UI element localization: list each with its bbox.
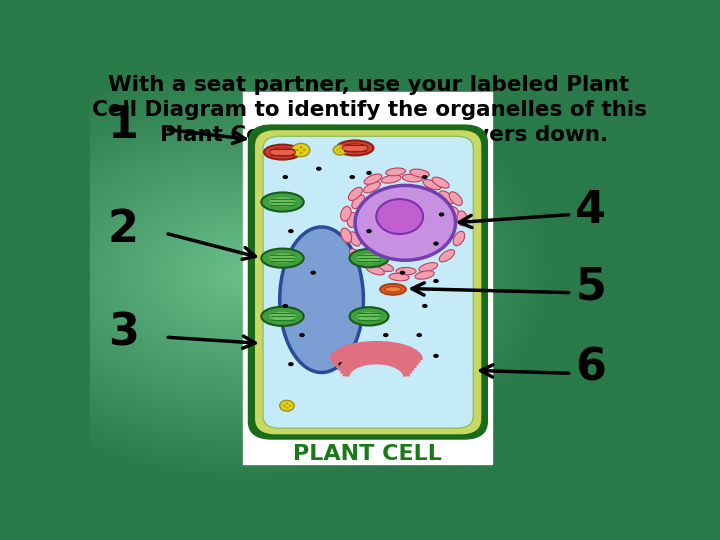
Text: 1: 1 bbox=[108, 104, 139, 146]
Ellipse shape bbox=[261, 307, 304, 326]
Ellipse shape bbox=[348, 187, 362, 200]
Ellipse shape bbox=[352, 195, 364, 208]
Circle shape bbox=[292, 144, 310, 157]
Circle shape bbox=[339, 151, 341, 153]
Ellipse shape bbox=[402, 174, 422, 182]
Circle shape bbox=[355, 185, 456, 260]
FancyBboxPatch shape bbox=[263, 136, 473, 428]
Circle shape bbox=[433, 241, 438, 246]
Circle shape bbox=[416, 333, 422, 337]
Ellipse shape bbox=[349, 249, 389, 267]
Circle shape bbox=[366, 171, 372, 175]
Ellipse shape bbox=[366, 265, 384, 275]
Circle shape bbox=[341, 149, 344, 151]
Ellipse shape bbox=[432, 177, 449, 188]
Circle shape bbox=[300, 333, 305, 337]
Ellipse shape bbox=[449, 207, 459, 221]
Circle shape bbox=[310, 271, 316, 275]
Circle shape bbox=[296, 149, 299, 151]
Circle shape bbox=[377, 199, 423, 234]
Circle shape bbox=[289, 405, 291, 407]
Circle shape bbox=[286, 403, 288, 404]
Ellipse shape bbox=[269, 148, 295, 156]
Ellipse shape bbox=[384, 287, 401, 292]
Ellipse shape bbox=[457, 211, 467, 226]
Ellipse shape bbox=[349, 249, 364, 262]
FancyBboxPatch shape bbox=[248, 125, 487, 439]
Circle shape bbox=[333, 145, 347, 155]
Ellipse shape bbox=[341, 228, 351, 243]
Ellipse shape bbox=[364, 174, 382, 184]
Ellipse shape bbox=[347, 212, 357, 227]
Text: 4: 4 bbox=[575, 189, 606, 232]
Ellipse shape bbox=[419, 262, 438, 272]
Circle shape bbox=[433, 354, 438, 358]
Ellipse shape bbox=[380, 284, 406, 295]
Circle shape bbox=[383, 333, 389, 337]
Circle shape bbox=[339, 147, 341, 149]
Ellipse shape bbox=[356, 312, 382, 321]
Ellipse shape bbox=[269, 311, 297, 322]
Circle shape bbox=[366, 229, 372, 233]
Circle shape bbox=[422, 175, 428, 179]
Ellipse shape bbox=[386, 168, 405, 176]
Circle shape bbox=[338, 362, 344, 366]
Text: 5: 5 bbox=[575, 266, 606, 309]
Circle shape bbox=[300, 152, 302, 154]
Ellipse shape bbox=[453, 231, 464, 246]
Circle shape bbox=[316, 167, 322, 171]
Ellipse shape bbox=[396, 267, 416, 275]
Circle shape bbox=[282, 304, 288, 308]
Circle shape bbox=[279, 400, 294, 411]
Ellipse shape bbox=[423, 180, 441, 190]
Ellipse shape bbox=[390, 273, 409, 281]
FancyBboxPatch shape bbox=[256, 131, 481, 434]
Circle shape bbox=[400, 271, 405, 275]
Ellipse shape bbox=[382, 175, 401, 183]
Ellipse shape bbox=[264, 145, 301, 160]
Circle shape bbox=[303, 149, 306, 151]
Ellipse shape bbox=[261, 192, 304, 212]
Circle shape bbox=[336, 149, 338, 151]
Ellipse shape bbox=[356, 253, 382, 263]
Text: 2: 2 bbox=[108, 207, 139, 251]
Circle shape bbox=[288, 362, 294, 366]
Circle shape bbox=[283, 405, 285, 407]
Ellipse shape bbox=[349, 232, 361, 246]
Ellipse shape bbox=[364, 182, 380, 193]
Text: 6: 6 bbox=[575, 347, 606, 390]
Ellipse shape bbox=[359, 249, 374, 261]
Ellipse shape bbox=[374, 262, 394, 272]
Ellipse shape bbox=[269, 197, 297, 207]
Ellipse shape bbox=[261, 248, 304, 268]
Circle shape bbox=[422, 304, 428, 308]
Circle shape bbox=[300, 146, 302, 148]
Ellipse shape bbox=[279, 227, 364, 373]
Ellipse shape bbox=[269, 253, 297, 264]
Ellipse shape bbox=[342, 144, 368, 152]
Bar bbox=[243, 92, 492, 464]
Circle shape bbox=[288, 229, 294, 233]
Circle shape bbox=[433, 279, 438, 283]
Text: PLANT CELL: PLANT CELL bbox=[294, 443, 442, 463]
Circle shape bbox=[286, 407, 288, 409]
Circle shape bbox=[282, 175, 288, 179]
Circle shape bbox=[349, 175, 355, 179]
Ellipse shape bbox=[349, 307, 389, 326]
Ellipse shape bbox=[439, 249, 454, 262]
Ellipse shape bbox=[410, 169, 429, 177]
Ellipse shape bbox=[439, 191, 454, 204]
Text: 3: 3 bbox=[108, 312, 139, 354]
Ellipse shape bbox=[337, 140, 374, 156]
Text: With a seat partner, use your labeled Plant
Cell Diagram to identify the organel: With a seat partner, use your labeled Pl… bbox=[91, 75, 647, 145]
Ellipse shape bbox=[449, 192, 462, 205]
Ellipse shape bbox=[341, 206, 351, 221]
Ellipse shape bbox=[415, 271, 434, 279]
Circle shape bbox=[438, 212, 444, 217]
